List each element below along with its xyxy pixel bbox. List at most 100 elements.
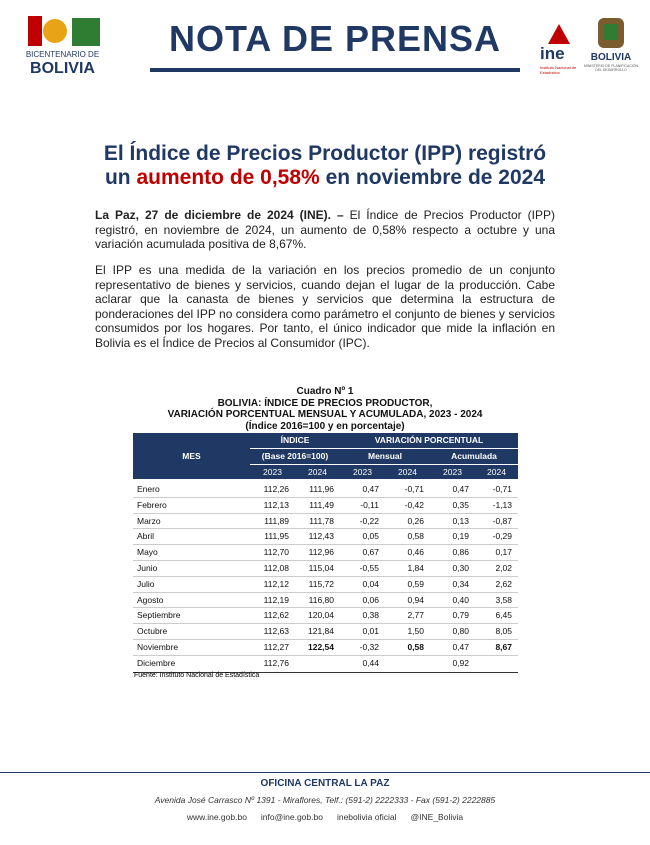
header-cell: Mensual [340, 449, 430, 464]
caption-line: BOLIVIA: ÍNDICE DE PRECIOS PRODUCTOR, [217, 397, 433, 409]
table-cell: 0,34 [452, 578, 469, 589]
table-cell: 0,79 [452, 610, 469, 621]
table-caption: Cuadro Nº 1 BOLIVIA: ÍNDICE DE PRECIOS PR… [130, 386, 520, 432]
table-cell: 6,45 [495, 610, 512, 621]
headline: un aumento de 0,58% en noviembre de 2024 [0, 166, 650, 190]
table-cell: 0,13 [452, 515, 469, 526]
row-rule [133, 528, 518, 530]
table-cell: 0,06 [362, 594, 379, 605]
row-rule [133, 654, 518, 656]
table-cell: 122,54 [308, 642, 334, 652]
table-cell: 115,04 [308, 563, 334, 573]
row-label: Julio [137, 578, 155, 589]
table-cell: -0,55 [359, 563, 379, 573]
table-cell: 3,58 [495, 594, 512, 605]
table-cell: 112,70 [263, 547, 289, 558]
headline-highlight: aumento de 0,58% [136, 166, 320, 189]
footer-address: Avenida José Carrasco Nº 1391 - Miraflor… [154, 795, 496, 805]
table-cell: 0,44 [362, 657, 379, 668]
header-rule [250, 464, 518, 465]
year-header: 2023 [353, 467, 372, 477]
year-header: 2023 [263, 467, 282, 477]
table-cell: 0,47 [452, 484, 469, 494]
table-cell: -1,13 [492, 499, 512, 510]
header-cell: MES [133, 433, 250, 479]
table-cell: 8,67 [495, 642, 512, 652]
header-cell: Acumulada [430, 449, 518, 464]
table-cell: 0,92 [452, 657, 469, 668]
table-cell: 0,01 [362, 626, 379, 637]
row-label: Enero [137, 484, 160, 494]
table-cell: 0,35 [452, 499, 469, 510]
table-cell: 112,19 [263, 594, 289, 605]
paragraph-lead: La Paz, 27 de diciembre de 2024 (INE). – [95, 208, 344, 222]
row-rule [133, 607, 518, 609]
table-cell: 0,30 [452, 563, 469, 573]
table-cell: 112,76 [263, 657, 289, 668]
table-cell: 0,04 [362, 578, 379, 589]
table-cell: 111,89 [264, 515, 289, 526]
table-cell: 0,59 [407, 578, 424, 589]
table-cell: 0,19 [452, 531, 469, 542]
table-cell: 0,47 [362, 484, 379, 494]
footer-link[interactable]: @INE_Bolivia [410, 812, 464, 822]
table-cell: 2,02 [495, 563, 512, 573]
logo-text: BOLIVIA [30, 60, 95, 77]
headline-text: un [104, 166, 131, 189]
footer-rule [0, 772, 650, 773]
table-cell: -0,11 [360, 499, 379, 510]
header-cell: (Base 2016=100) [250, 449, 340, 464]
row-rule [133, 496, 518, 498]
logo-text: BICENTENARIO DE [25, 50, 100, 59]
year-header: 2024 [308, 467, 327, 477]
table-cell: 0,05 [362, 531, 379, 542]
footer-link[interactable]: inebolivia oficial [336, 812, 397, 822]
row-rule [133, 639, 518, 640]
table-cell: -0,71 [404, 484, 424, 494]
table-cell: 112,12 [263, 578, 289, 589]
table-cell: 0,58 [407, 531, 424, 542]
table-cell: 0,17 [495, 547, 512, 558]
row-label: Agosto [137, 594, 164, 605]
row-rule [133, 512, 518, 514]
table-cell: 111,95 [264, 531, 289, 542]
table-cell: -0,42 [404, 499, 424, 510]
paragraph-text: El Índice de Precios Productor (IPP) reg… [95, 208, 555, 252]
page-title: NOTA DE PRENSA [150, 10, 520, 72]
header-cell: ÍNDICE [250, 433, 340, 448]
table-cell: 112,27 [263, 642, 289, 652]
table-cell: 0,40 [452, 594, 469, 605]
table-cell: 112,43 [308, 531, 334, 542]
table-cell: 0,80 [452, 626, 469, 637]
row-label: Febrero [137, 499, 167, 510]
table-cell: 0,38 [362, 610, 379, 621]
table-cell: 0,58 [407, 642, 424, 652]
bolivia-emblem [598, 18, 624, 48]
caption-line: (Índice 2016=100 y en porcentaje) [245, 420, 405, 432]
table-cell: 8,05 [495, 626, 512, 637]
footer-link[interactable]: info@ine.gob.bo [260, 812, 323, 822]
table-bottom [133, 671, 518, 673]
row-rule [133, 623, 518, 625]
table-cell: 115,72 [308, 578, 334, 589]
ine-subtitle: Instituto Nacional de Estadística [540, 65, 577, 75]
bolivia-subtitle: MINISTERIO DE PLANIFICACIÓN DEL DESARROL… [583, 64, 639, 72]
row-rule [133, 544, 518, 546]
footer-links: www.ine.gob.bo info@ine.gob.bo inebolivia … [0, 812, 650, 822]
year-header: 2024 [487, 467, 506, 477]
table-cell: 112,26 [263, 484, 289, 494]
table-cell: 0,46 [407, 547, 424, 558]
table-cell: 112,62 [263, 610, 289, 621]
row-label: Noviembre [137, 642, 179, 652]
table-cell: 1,84 [407, 563, 424, 573]
caption-line: Cuadro Nº 1 [296, 386, 354, 397]
row-label: Marzo [137, 515, 161, 526]
table-cell: 112,13 [263, 499, 289, 510]
footer-link[interactable]: www.ine.gob.bo [186, 812, 247, 822]
table-cell: 111,96 [309, 484, 334, 494]
table-cell: 0,47 [452, 642, 469, 652]
table-cell: 111,78 [309, 515, 334, 526]
header-rule [340, 448, 518, 449]
table-cell: 0,67 [362, 547, 379, 558]
